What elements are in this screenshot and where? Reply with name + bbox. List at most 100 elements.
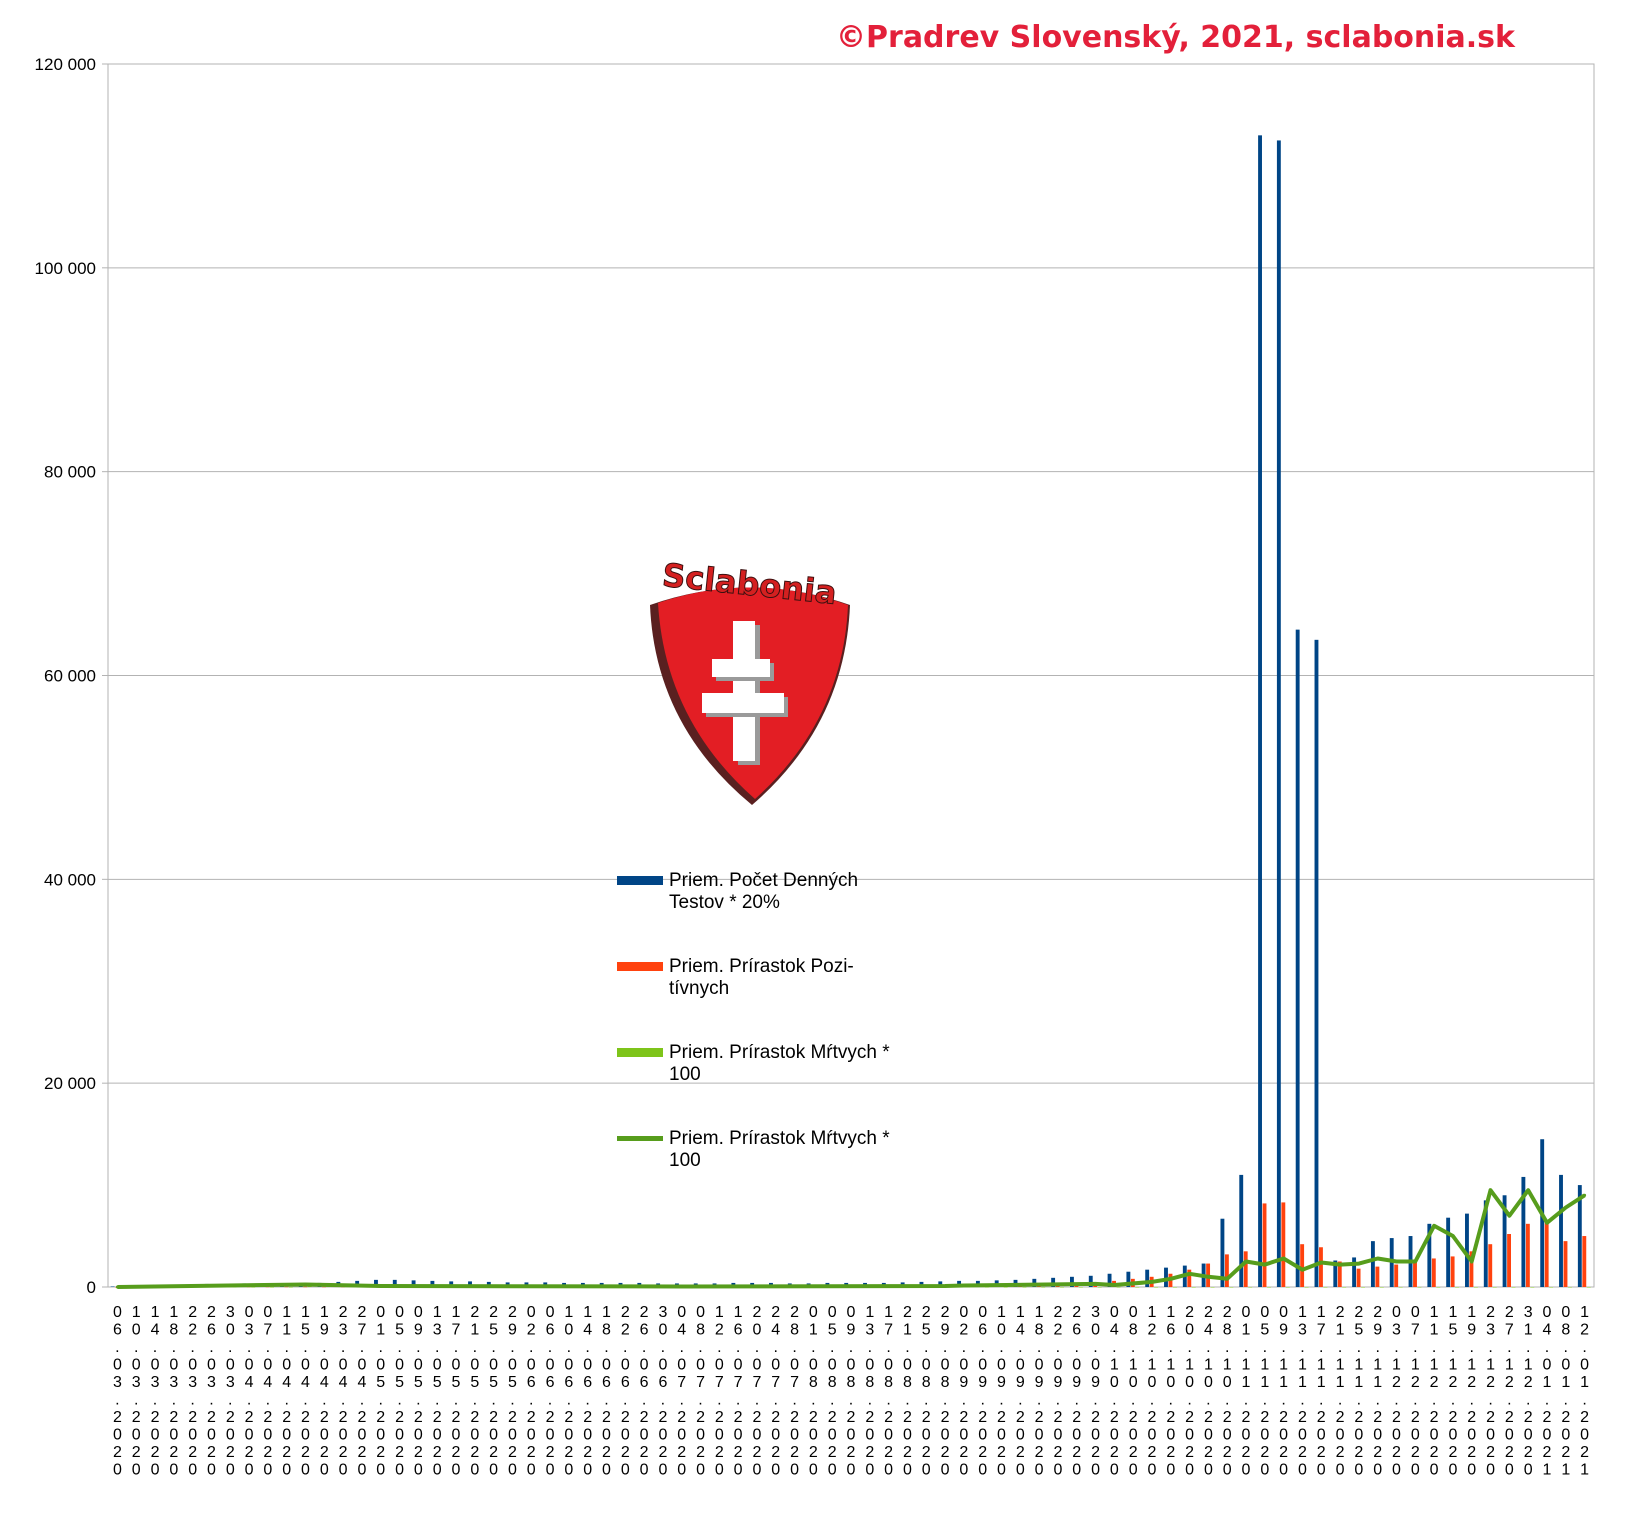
- y-tick-label: 80 000: [44, 463, 96, 482]
- bar-tests: [1427, 1223, 1432, 1287]
- bar-deaths: [1154, 1287, 1159, 1288]
- bar-deaths: [1304, 1287, 1309, 1288]
- legend-swatch-tests: [617, 876, 663, 885]
- bar-positives: [1356, 1268, 1361, 1287]
- y-tick-label: 40 000: [44, 870, 96, 889]
- legend-swatch-positives: [617, 962, 663, 971]
- legend-label-tests: Priem. Počet Denných Testov * 20%: [669, 870, 859, 913]
- bar-deaths: [1586, 1287, 1591, 1288]
- bar-tests: [1145, 1269, 1150, 1287]
- bar-positives: [284, 1286, 289, 1288]
- point-deaths: [1206, 1275, 1210, 1279]
- bar-tests: [430, 1280, 435, 1287]
- y-tick-label: 60 000: [44, 667, 96, 686]
- bar-deaths: [1173, 1287, 1177, 1288]
- bar-deaths: [1568, 1287, 1572, 1288]
- bar-deaths: [984, 1287, 989, 1288]
- bar-tests: [1446, 1217, 1451, 1287]
- point-deaths: [1413, 1260, 1417, 1264]
- point-deaths: [1432, 1224, 1436, 1228]
- point-deaths: [1564, 1206, 1568, 1210]
- bar-positives: [1319, 1247, 1323, 1287]
- point-deaths: [1094, 1282, 1098, 1286]
- bar-tests: [1465, 1213, 1469, 1287]
- bar-tests: [1276, 140, 1281, 1287]
- point-deaths: [1489, 1188, 1493, 1192]
- bar-deaths: [1511, 1287, 1516, 1288]
- bar-tests: [1164, 1267, 1168, 1287]
- bar-tests: [1126, 1271, 1131, 1287]
- point-deaths: [943, 1284, 947, 1288]
- bar-positives: [1507, 1234, 1511, 1287]
- bar-tests: [1107, 1273, 1112, 1287]
- point-deaths: [1225, 1277, 1229, 1281]
- bar-tests: [1220, 1218, 1225, 1287]
- bar-tests: [1502, 1195, 1507, 1287]
- point-deaths: [680, 1284, 684, 1288]
- line-deaths: [117, 1188, 1586, 1289]
- copyright-text: ©Pradrev Slovenský, 2021, sclabonia.sk: [836, 20, 1515, 55]
- point-deaths: [1282, 1256, 1286, 1260]
- bar-deaths: [1473, 1287, 1478, 1288]
- y-tick-label: 20 000: [44, 1074, 96, 1093]
- bar-positives: [1544, 1220, 1549, 1287]
- bar-positives: [1337, 1261, 1342, 1287]
- bar-deaths: [1398, 1287, 1403, 1288]
- legend-label-deaths-line: Priem. Prírastok Mŕtvych * 100: [669, 1128, 890, 1171]
- point-deaths: [1338, 1263, 1342, 1267]
- bar-deaths: [1379, 1287, 1384, 1288]
- bar-deaths: [1492, 1287, 1497, 1288]
- bar-deaths: [1135, 1287, 1140, 1288]
- bar-deaths: [1267, 1287, 1271, 1288]
- bar-tests: [1314, 639, 1319, 1287]
- bar-deaths: [1229, 1287, 1234, 1288]
- bar-tests: [1559, 1174, 1563, 1287]
- point-deaths: [115, 1285, 119, 1289]
- bar-tests: [1051, 1277, 1056, 1287]
- bar-positives: [1281, 1202, 1286, 1287]
- bar-positives: [303, 1286, 308, 1288]
- bar-positives: [1300, 1244, 1305, 1287]
- bar-tests: [110, 1286, 115, 1287]
- bar-positives: [1224, 1254, 1229, 1287]
- bar-deaths: [1097, 1287, 1102, 1288]
- bar-positives: [1525, 1223, 1530, 1287]
- bar-deaths: [1436, 1287, 1441, 1288]
- point-deaths: [1545, 1221, 1549, 1225]
- bar-tests: [392, 1279, 397, 1287]
